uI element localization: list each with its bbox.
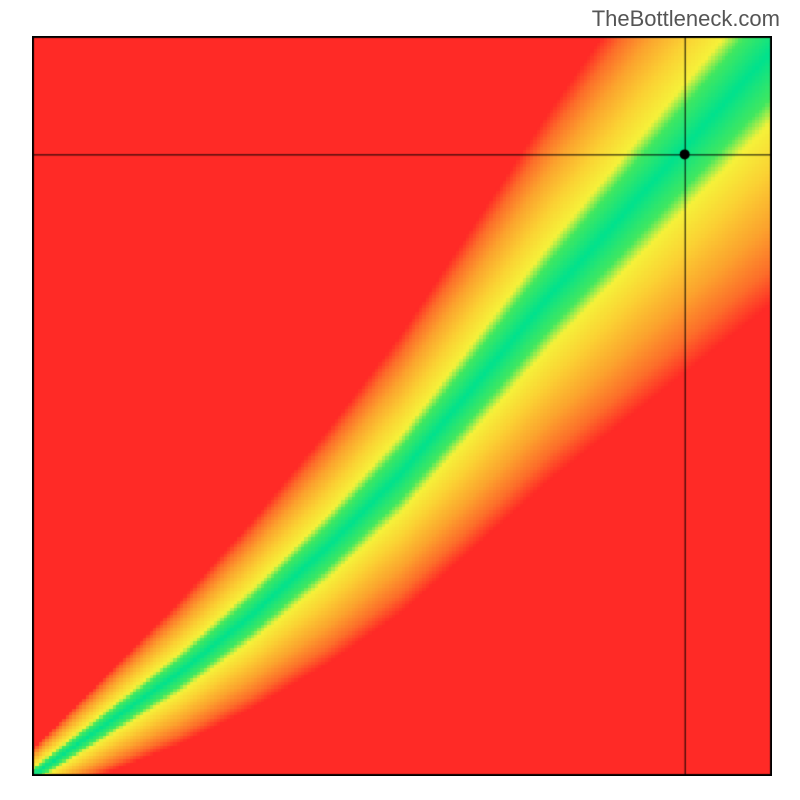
attribution-text: TheBottleneck.com xyxy=(592,6,780,32)
bottleneck-heatmap xyxy=(32,36,772,776)
